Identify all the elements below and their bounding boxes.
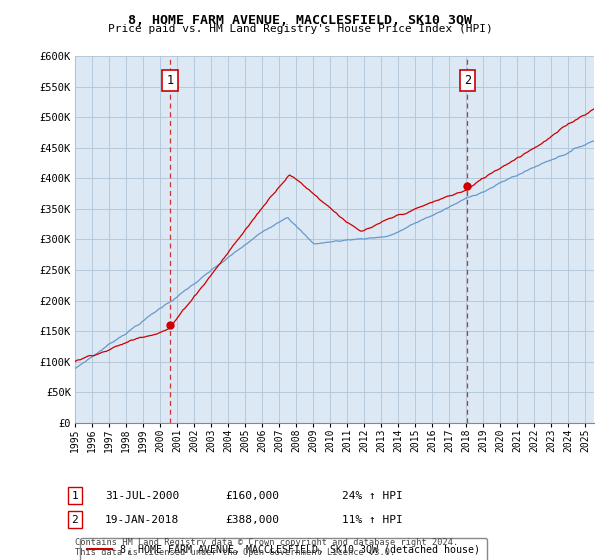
Text: 1: 1 <box>71 491 79 501</box>
Text: £160,000: £160,000 <box>225 491 279 501</box>
Text: Contains HM Land Registry data © Crown copyright and database right 2024.
This d: Contains HM Land Registry data © Crown c… <box>75 538 458 557</box>
Text: 2: 2 <box>464 74 471 87</box>
Text: £388,000: £388,000 <box>225 515 279 525</box>
Text: 31-JUL-2000: 31-JUL-2000 <box>105 491 179 501</box>
Text: 8, HOME FARM AVENUE, MACCLESFIELD, SK10 3QW: 8, HOME FARM AVENUE, MACCLESFIELD, SK10 … <box>128 14 472 27</box>
Text: Price paid vs. HM Land Registry's House Price Index (HPI): Price paid vs. HM Land Registry's House … <box>107 24 493 34</box>
Text: 2: 2 <box>71 515 79 525</box>
Text: 1: 1 <box>166 74 173 87</box>
Legend: 8, HOME FARM AVENUE, MACCLESFIELD, SK10 3QW (detached house), HPI: Average price: 8, HOME FARM AVENUE, MACCLESFIELD, SK10 … <box>80 538 487 560</box>
Text: 19-JAN-2018: 19-JAN-2018 <box>105 515 179 525</box>
Text: 11% ↑ HPI: 11% ↑ HPI <box>342 515 403 525</box>
Text: 24% ↑ HPI: 24% ↑ HPI <box>342 491 403 501</box>
